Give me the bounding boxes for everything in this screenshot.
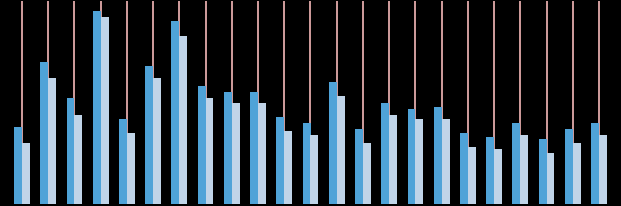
Bar xyxy=(329,83,337,204)
Bar xyxy=(538,139,546,204)
Bar xyxy=(486,137,494,204)
Bar xyxy=(171,22,179,204)
Bar xyxy=(48,79,56,204)
Bar xyxy=(599,135,607,204)
Bar xyxy=(232,103,240,204)
Bar xyxy=(127,133,135,204)
Bar xyxy=(355,129,363,204)
Bar xyxy=(565,129,573,204)
Bar xyxy=(512,123,520,204)
Bar xyxy=(337,97,345,204)
Bar xyxy=(14,127,22,204)
Bar xyxy=(22,143,30,204)
Bar xyxy=(197,87,206,204)
Bar xyxy=(93,12,101,204)
Bar xyxy=(302,123,310,204)
Bar xyxy=(250,93,258,204)
Bar xyxy=(206,99,214,204)
Bar xyxy=(389,115,397,204)
Bar xyxy=(145,67,153,204)
Bar xyxy=(415,119,424,204)
Bar xyxy=(460,133,468,204)
Bar xyxy=(591,123,599,204)
Bar xyxy=(119,119,127,204)
Bar xyxy=(284,131,292,204)
Bar xyxy=(179,36,187,204)
Bar xyxy=(546,153,555,204)
Bar xyxy=(494,149,502,204)
Bar xyxy=(520,135,528,204)
Bar xyxy=(434,107,442,204)
Bar xyxy=(310,135,319,204)
Bar xyxy=(381,103,389,204)
Bar xyxy=(75,115,82,204)
Bar xyxy=(258,103,266,204)
Bar xyxy=(407,109,415,204)
Bar xyxy=(153,79,161,204)
Bar xyxy=(40,63,48,204)
Bar xyxy=(442,119,450,204)
Bar xyxy=(66,99,75,204)
Bar xyxy=(224,93,232,204)
Bar xyxy=(363,143,371,204)
Bar xyxy=(468,147,476,204)
Bar xyxy=(573,143,581,204)
Bar xyxy=(101,18,109,204)
Bar xyxy=(276,117,284,204)
